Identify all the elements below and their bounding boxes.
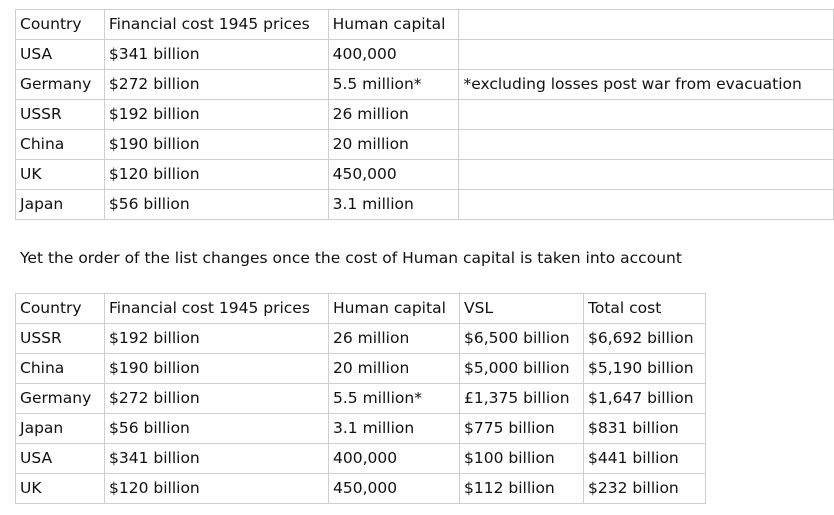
table-cell: 450,000 xyxy=(328,473,460,504)
header-cell: Total cost xyxy=(583,293,706,324)
table-cell: $192 billion xyxy=(103,99,329,130)
table-cell: $5,000 billion xyxy=(459,353,584,384)
table-cell: $190 billion xyxy=(103,129,329,160)
table-cell xyxy=(458,39,834,70)
table-row: UK $120 billion 450,000 $112 billion $23… xyxy=(15,473,706,504)
table-row: China $190 billion 20 million $5,000 bil… xyxy=(15,353,706,384)
table-cell: 400,000 xyxy=(328,443,460,474)
table-cell: $6,692 billion xyxy=(583,323,706,354)
table-cell: £1,375 billion xyxy=(459,383,584,414)
table-cell: UK xyxy=(15,473,105,504)
header-cell: Human capital xyxy=(327,9,460,40)
table-cell: USA xyxy=(15,39,105,70)
table-row: China $190 billion 20 million xyxy=(15,129,834,160)
header-cell xyxy=(458,9,834,40)
table-cell: Japan xyxy=(15,189,105,220)
table-cell: $112 billion xyxy=(459,473,584,504)
table-row: UK $120 billion 450,000 xyxy=(15,159,834,190)
table-cell: $120 billion xyxy=(103,159,329,190)
header-cell: Financial cost 1945 prices xyxy=(104,293,329,324)
table-cell xyxy=(458,189,834,220)
table-cell: 26 million xyxy=(328,323,460,354)
table-cell: $775 billion xyxy=(459,413,584,444)
header-cell: Country xyxy=(15,293,105,324)
table-cell: Germany xyxy=(15,69,105,100)
table-cell: $1,647 billion xyxy=(583,383,706,414)
table-row: USA $341 billion 400,000 xyxy=(15,39,834,70)
table-row: Germany $272 billion 5.5 million* *exclu… xyxy=(15,69,834,100)
table-row: Germany $272 billion 5.5 million* £1,375… xyxy=(15,383,706,414)
table-cell: $272 billion xyxy=(104,383,329,414)
table-cell: $831 billion xyxy=(583,413,706,444)
table-cell: 20 million xyxy=(328,353,460,384)
table-cell: $56 billion xyxy=(103,189,329,220)
war-cost-table: Country Financial cost 1945 prices Human… xyxy=(15,9,834,220)
table-row: Japan $56 billion 3.1 million xyxy=(15,189,834,220)
table-row: USA $341 billion 400,000 $100 billion $4… xyxy=(15,443,706,474)
table-cell: 450,000 xyxy=(327,159,460,190)
table-cell: $192 billion xyxy=(104,323,329,354)
header-row: Country Financial cost 1945 prices Human… xyxy=(15,293,706,324)
table-cell xyxy=(458,99,834,130)
table-cell: Germany xyxy=(15,383,105,414)
table-cell: 3.1 million xyxy=(327,189,460,220)
header-cell: Human capital xyxy=(328,293,460,324)
table-cell: 400,000 xyxy=(327,39,460,70)
table-cell: USSR xyxy=(15,323,105,354)
footnote-cell: *excluding losses post war from evacuati… xyxy=(458,69,834,100)
table-cell: $441 billion xyxy=(583,443,706,474)
table-cell: $190 billion xyxy=(104,353,329,384)
table-cell: 5.5 million* xyxy=(327,69,460,100)
table-cell: $56 billion xyxy=(104,413,329,444)
table-cell: 20 million xyxy=(327,129,460,160)
table-row: Japan $56 billion 3.1 million $775 billi… xyxy=(15,413,706,444)
table-cell: $100 billion xyxy=(459,443,584,474)
header-cell: Financial cost 1945 prices xyxy=(103,9,329,40)
table-cell: $232 billion xyxy=(583,473,706,504)
table-row: USSR $192 billion 26 million xyxy=(15,99,834,130)
table-cell: USSR xyxy=(15,99,105,130)
table-cell: 26 million xyxy=(327,99,460,130)
table-cell: 3.1 million xyxy=(328,413,460,444)
table-cell: USA xyxy=(15,443,105,474)
table-cell: 5.5 million* xyxy=(328,383,460,414)
table-cell: China xyxy=(15,129,105,160)
table-cell: $272 billion xyxy=(103,69,329,100)
total-cost-table: Country Financial cost 1945 prices Human… xyxy=(15,293,706,504)
table-row: USSR $192 billion 26 million $6,500 bill… xyxy=(15,323,706,354)
table-cell: $6,500 billion xyxy=(459,323,584,354)
table-cell xyxy=(458,159,834,190)
table-cell: $5,190 billion xyxy=(583,353,706,384)
table-cell: $341 billion xyxy=(104,443,329,474)
table-cell: $341 billion xyxy=(103,39,329,70)
table-cell: China xyxy=(15,353,105,384)
header-cell: Country xyxy=(15,9,105,40)
body-sentence: Yet the order of the list changes once t… xyxy=(20,249,682,267)
table-cell xyxy=(458,129,834,160)
table-cell: $120 billion xyxy=(104,473,329,504)
table-cell: Japan xyxy=(15,413,105,444)
header-cell: VSL xyxy=(459,293,584,324)
table-cell: UK xyxy=(15,159,105,190)
header-row: Country Financial cost 1945 prices Human… xyxy=(15,9,834,40)
